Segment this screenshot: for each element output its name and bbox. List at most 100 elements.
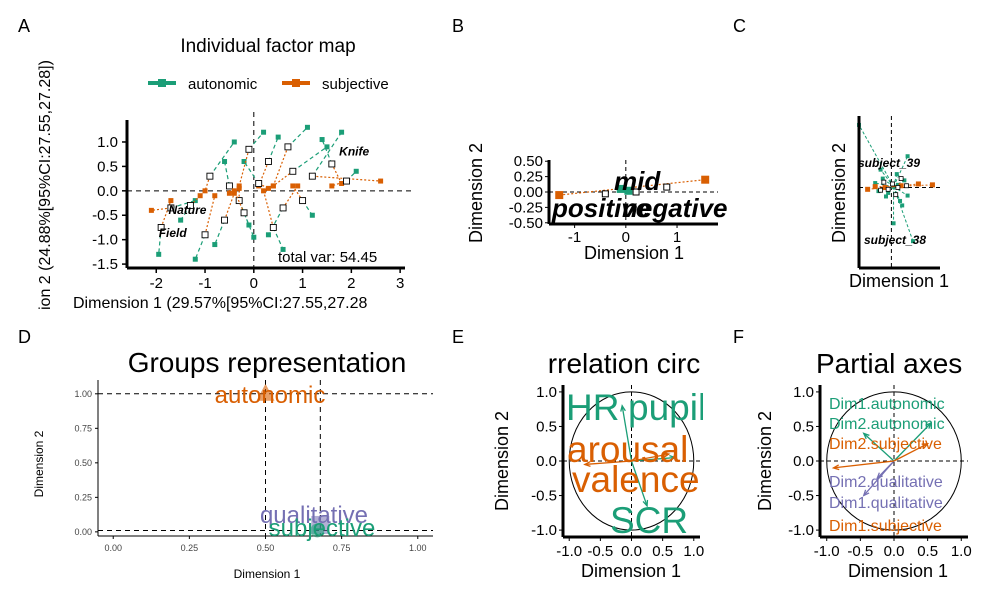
panel-a-title: Individual factor map [180, 36, 355, 57]
panel-a-y-label: ion 2 (24.88%[95%CI:27.55,27.28]) [37, 60, 54, 310]
x-tick-label: 2 [347, 275, 355, 292]
individual-point [299, 197, 307, 205]
legend-marker-autonomic [158, 79, 166, 87]
subjective-link [151, 207, 171, 211]
partial-axis-label: Dim1.qualitative [829, 495, 943, 512]
y-tick-label: 0.25 [74, 492, 92, 502]
x-tick-label: 1.0 [683, 543, 704, 560]
individual-point [279, 204, 287, 212]
subjective-point [231, 188, 237, 194]
individual-point [201, 231, 209, 239]
x-tick-label: 0.5 [917, 543, 938, 560]
x-tick-label: 0.75 [333, 543, 351, 553]
subjective-point [915, 181, 921, 187]
subjective-point [226, 190, 232, 196]
subjective-link [893, 185, 902, 188]
partial-axis-arrow-head [862, 432, 870, 440]
y-tick-label: 0.0 [536, 453, 557, 470]
variable-arrow-SCR-head [642, 499, 649, 508]
autonomic-point [911, 239, 915, 244]
y-tick-label: 0.00 [74, 527, 92, 537]
autonomic-point [319, 137, 325, 143]
panel-d-y-label: Dimension 2 [32, 430, 46, 497]
partial-axis-arrow [863, 432, 895, 462]
autonomic-point [624, 186, 633, 195]
autonomic-link [880, 169, 894, 187]
individual-point [308, 172, 316, 180]
individual-point [890, 181, 895, 187]
y-tick-label: -0.25 [509, 199, 543, 216]
x-tick-label: 0.0 [884, 543, 905, 560]
panel-f-y-label: Dimension 2 [755, 411, 775, 511]
autonomic-point [878, 167, 883, 172]
autonomic-point [873, 181, 878, 186]
legend-label-autonomic: autonomic [188, 76, 258, 93]
variable-label-arousal: arousal [567, 429, 688, 470]
y-tick-label: 0.0 [97, 183, 118, 200]
autonomic-point [156, 251, 162, 257]
autonomic-link [267, 207, 284, 236]
subjective-point [929, 182, 935, 188]
individual-point [893, 192, 899, 198]
individual-point [167, 204, 175, 212]
y-tick-label: 0.0 [793, 453, 814, 470]
y-tick-label: -0.5 [531, 488, 557, 505]
individual-point [221, 216, 228, 224]
partial-axis-arrow-head [925, 421, 933, 429]
subjective-point [168, 198, 174, 204]
y-tick-label: -0.50 [509, 215, 543, 232]
x-tick-label: 1 [298, 275, 306, 292]
individual-point [245, 145, 253, 153]
autonomic-link [194, 234, 206, 260]
partial-axis-arrow [893, 443, 928, 462]
autonomic-point [353, 168, 359, 174]
y-tick-label: 0.75 [74, 423, 92, 433]
group-marker-subjective [310, 523, 325, 538]
subjective-point [865, 186, 871, 192]
variable-arrow-pupil-head [669, 455, 677, 461]
x-tick-label: -1.0 [814, 543, 840, 560]
partial-axis-label: Dim2.qualitative [829, 474, 943, 491]
subjective-point [555, 191, 564, 200]
variable-label-valence: valence [572, 459, 700, 500]
legend-label-subjective: subjective [322, 76, 389, 93]
panel-b-label-negative: negative [622, 193, 728, 223]
autonomic-point [905, 154, 910, 159]
variable-arrow-arousal-head [662, 452, 671, 458]
autonomic-link [858, 124, 894, 187]
subjective-point [212, 193, 218, 199]
y-tick-label: 0.5 [536, 418, 557, 435]
autonomic-point [192, 256, 198, 262]
autonomic-point [895, 182, 900, 187]
partial-axis-label: Dim2.subjective [829, 436, 942, 453]
x-tick-label: 0.5 [652, 543, 673, 560]
autonomic-link [223, 161, 231, 187]
autonomic-point [192, 198, 198, 204]
autonomic-point [616, 184, 625, 193]
individual-point [881, 179, 887, 185]
autonomic-link [893, 156, 909, 187]
partial-axis-label: Dim1.autonomic [829, 396, 945, 413]
subjective-link [292, 185, 304, 201]
autonomic-link [321, 139, 333, 165]
autonomic-point [222, 159, 228, 165]
panel-letter-C: C [733, 16, 746, 36]
panel-e: -1.0 -0.5 0.0 0.5 1.01.00.50.0-0.5-1.0Dimens… [492, 384, 704, 581]
x-tick-label: 1 [673, 229, 681, 246]
x-tick-label: -1.0 [556, 543, 582, 560]
individual-point [878, 187, 883, 193]
autonomic-point [275, 134, 281, 140]
group-label-autonomic: autonomic [215, 382, 326, 409]
individual-point [904, 183, 909, 189]
individual-point [898, 176, 904, 181]
point-label-knife: Knife [339, 145, 369, 159]
subjective-point [378, 178, 384, 184]
subjective-link [233, 190, 245, 214]
subjective-point [270, 183, 276, 189]
autonomic-link [243, 161, 260, 184]
autonomic-point [231, 139, 237, 145]
y-tick-label: 0.50 [514, 153, 543, 170]
panel-letter-B: B [452, 16, 464, 36]
panel-d-title: Groups representation [128, 347, 407, 378]
